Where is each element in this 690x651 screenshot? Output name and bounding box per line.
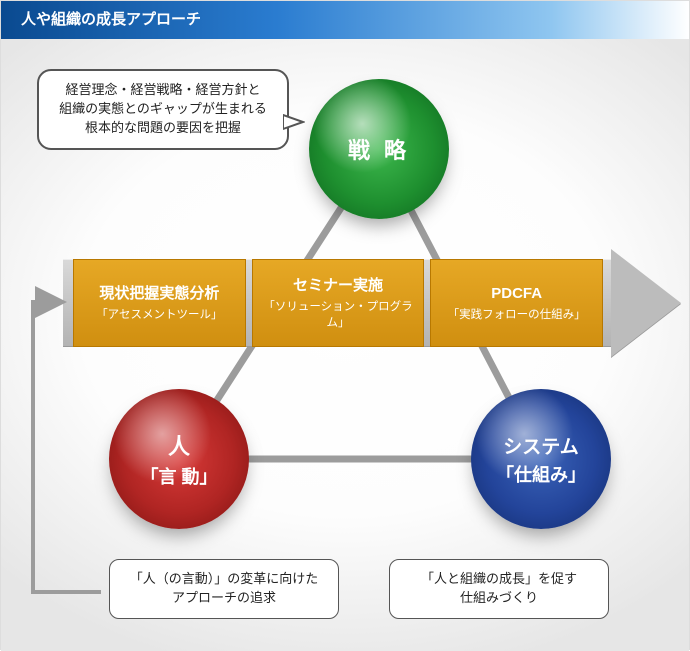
node-system-label2: 「仕組み」 bbox=[496, 461, 586, 487]
diagram-canvas: 現状把握実態分析 「アセスメントツール」 セミナー実施 「ソリューション・プログ… bbox=[1, 39, 689, 651]
note-left: 「人（の言動）」の変革に向けた アプローチの追求 bbox=[109, 559, 339, 619]
node-system: システム 「仕組み」 bbox=[471, 389, 611, 529]
node-system-label1: システム bbox=[503, 432, 578, 459]
callout-tail-icon bbox=[283, 111, 305, 133]
node-people-label1: 人 bbox=[168, 429, 190, 461]
node-strategy: 戦 略 bbox=[309, 79, 449, 219]
callout-top-line1: 経営理念・経営戦略・経営方針と bbox=[65, 82, 260, 97]
step-1-sub: 「アセスメントツール」 bbox=[78, 306, 241, 322]
step-2-sub: 「ソリューション・プログラム」 bbox=[257, 298, 420, 330]
node-people-label2: 「言 動」 bbox=[140, 463, 217, 489]
step-1-title: 現状把握実態分析 bbox=[78, 285, 241, 303]
note-right: 「人と組織の成長」を促す 仕組みづくり bbox=[389, 559, 609, 619]
note-left-line2: アプローチの追求 bbox=[172, 590, 276, 605]
note-right-line2: 仕組みづくり bbox=[460, 590, 538, 605]
step-2-title: セミナー実施 bbox=[257, 277, 420, 295]
step-3-sub: 「実践フォローの仕組み」 bbox=[435, 306, 598, 322]
callout-top-line3: 根本的な問題の要因を把握 bbox=[85, 120, 241, 135]
node-strategy-label: 戦 略 bbox=[348, 133, 410, 165]
node-people: 人 「言 動」 bbox=[109, 389, 249, 529]
note-left-line1: 「人（の言動）」の変革に向けた bbox=[130, 571, 319, 586]
page-title: 人や組織の成長アプローチ bbox=[1, 1, 689, 39]
process-steps: 現状把握実態分析 「アセスメントツール」 セミナー実施 「ソリューション・プログ… bbox=[73, 259, 603, 347]
step-1: 現状把握実態分析 「アセスメントツール」 bbox=[73, 259, 246, 347]
step-2: セミナー実施 「ソリューション・プログラム」 bbox=[252, 259, 425, 347]
step-3: PDCFA 「実践フォローの仕組み」 bbox=[430, 259, 603, 347]
callout-top-line2: 組織の実態とのギャップが生まれる bbox=[59, 101, 267, 116]
callout-top: 経営理念・経営戦略・経営方針と 組織の実態とのギャップが生まれる 根本的な問題の… bbox=[37, 69, 289, 150]
step-3-title: PDCFA bbox=[435, 285, 598, 303]
note-right-line1: 「人と組織の成長」を促す bbox=[421, 571, 577, 586]
